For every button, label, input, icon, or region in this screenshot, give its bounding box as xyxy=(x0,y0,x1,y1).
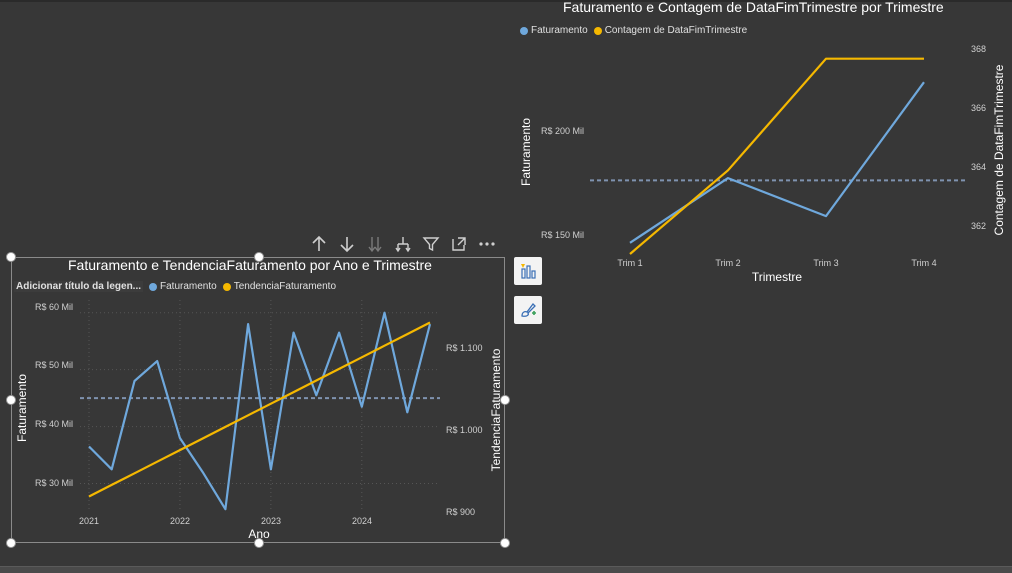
bottom-scroll-strip[interactable] xyxy=(0,566,1012,573)
legend-label: Faturamento xyxy=(531,25,588,36)
legend-item-tendencia[interactable]: TendenciaFaturamento xyxy=(222,281,337,292)
series-line-faturamento xyxy=(88,311,432,511)
brush-icon xyxy=(521,303,536,317)
top-chart-title: Faturamento e Contagem de DataFimTrimest… xyxy=(563,0,944,15)
legend-item-contagem[interactable]: Contagem de DataFimTrimestre xyxy=(593,25,748,36)
resize-handle-top[interactable] xyxy=(254,252,264,262)
legend-label: Contagem de DataFimTrimestre xyxy=(604,25,748,36)
bottom-y2-tick: R$ 1.100 xyxy=(446,343,483,353)
resize-handle-bottom[interactable] xyxy=(254,538,264,548)
bottom-y-tick: R$ 40 Mil xyxy=(35,419,73,429)
bottom-chart-title: Faturamento e TendenciaFaturamento por A… xyxy=(68,257,432,273)
bottom-y2-tick: R$ 1.000 xyxy=(446,425,483,435)
resize-handle-right[interactable] xyxy=(500,395,510,405)
top-x-tick: Trim 3 xyxy=(813,258,838,268)
bottom-x-tick: 2023 xyxy=(261,516,281,526)
bottom-y-tick: R$ 60 Mil xyxy=(35,302,73,312)
top-chart-legend: Faturamento Contagem de DataFimTrimestre xyxy=(520,25,747,36)
bottom-chart-legend: Adicionar título da legen... Faturamento… xyxy=(14,281,336,292)
series-line-contagem xyxy=(629,57,924,255)
top-y2-axis-title: Contagem de DataFimTrimestre xyxy=(992,64,1006,235)
next-level-icon[interactable] xyxy=(364,234,386,254)
top-y2-tick: 364 xyxy=(971,162,986,172)
top-x-tick: Trim 4 xyxy=(911,258,936,268)
legend-dot xyxy=(593,26,602,35)
top-y2-tick: 362 xyxy=(971,221,986,231)
build-visual-icon xyxy=(521,264,536,279)
top-line-chart[interactable]: R$ 150 Mil R$ 200 Mil 362 364 366 368 Tr… xyxy=(0,0,1012,300)
top-y-tick: R$ 150 Mil xyxy=(541,230,584,240)
resize-handle-bottom-left[interactable] xyxy=(6,538,16,548)
format-visual-button[interactable] xyxy=(514,257,542,285)
series-line-faturamento xyxy=(629,81,925,244)
canvas-top-border xyxy=(0,0,1012,2)
bottom-y-axis-title: Faturamento xyxy=(15,374,29,442)
bottom-y2-tick: R$ 900 xyxy=(446,507,475,517)
top-x-tick: Trim 2 xyxy=(715,258,740,268)
top-y-axis-title: Faturamento xyxy=(519,118,533,186)
bottom-x-tick: 2024 xyxy=(352,516,372,526)
focus-mode-icon[interactable] xyxy=(448,234,470,254)
legend-dot xyxy=(149,282,158,291)
expand-hierarchy-icon[interactable] xyxy=(392,234,414,254)
legend-dot xyxy=(520,26,528,35)
legend-label: Faturamento xyxy=(160,281,217,292)
drill-down-icon[interactable] xyxy=(336,234,358,254)
legend-item-faturamento[interactable]: Faturamento xyxy=(149,281,217,292)
resize-handle-left[interactable] xyxy=(6,395,16,405)
legend-title: Adicionar título da legen... xyxy=(14,281,144,292)
bottom-x-tick: 2022 xyxy=(170,516,190,526)
bottom-y2-axis-title: TendenciaFaturamento xyxy=(489,348,503,471)
resize-handle-bottom-right[interactable] xyxy=(500,538,510,548)
bottom-x-axis-title: Ano xyxy=(248,527,270,541)
bottom-x-tick: 2021 xyxy=(79,516,99,526)
top-y-tick: R$ 200 Mil xyxy=(541,126,584,136)
top-y2-tick: 368 xyxy=(971,44,986,54)
format-painter-button[interactable] xyxy=(514,296,542,324)
bottom-y-tick: R$ 30 Mil xyxy=(35,478,73,488)
top-x-tick: Trim 1 xyxy=(617,258,642,268)
bottom-y-tick: R$ 50 Mil xyxy=(35,360,73,370)
filter-icon[interactable] xyxy=(420,234,442,254)
series-line-tendencia xyxy=(88,321,431,498)
top-y2-tick: 366 xyxy=(971,103,986,113)
legend-item-faturamento[interactable]: Faturamento xyxy=(520,25,588,36)
visual-header-toolbar xyxy=(308,234,498,254)
resize-handle-top-left[interactable] xyxy=(6,252,16,262)
more-options-icon[interactable] xyxy=(476,234,498,254)
top-x-axis-title: Trimestre xyxy=(752,270,803,284)
legend-dot xyxy=(222,282,231,291)
drill-up-icon[interactable] xyxy=(308,234,330,254)
legend-label: TendenciaFaturamento xyxy=(233,281,337,292)
